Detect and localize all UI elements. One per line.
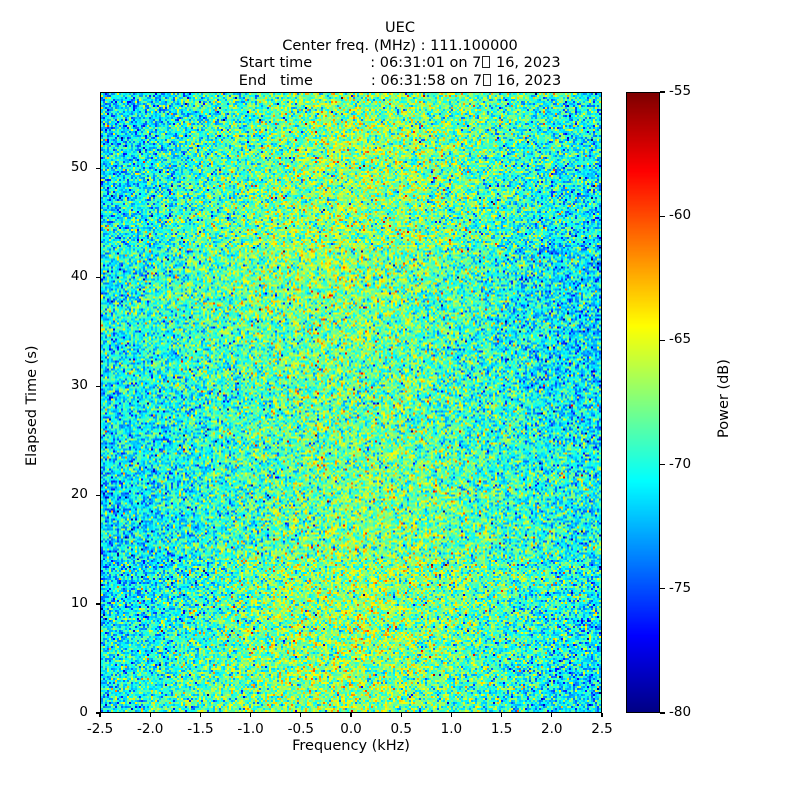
y-tick-label: 50 — [70, 159, 88, 176]
x-tick-mark — [551, 713, 553, 717]
colorbar — [626, 92, 660, 713]
y-tick-mark — [96, 712, 100, 714]
colorbar-tick-label: -65 — [669, 331, 692, 348]
x-tick-mark — [400, 713, 402, 717]
x-tick-mark — [99, 713, 101, 717]
start-time-prefix: Start time — [239, 55, 313, 71]
y-tick-label: 20 — [70, 486, 88, 503]
x-tick-label: 0.5 — [390, 721, 412, 737]
end-time-value: : 06:31:58 on 7 — [370, 72, 483, 89]
x-tick-label: 1.0 — [440, 721, 463, 737]
title-start-time: Start time : 06:31:01 on 7 16, 2023 — [0, 55, 800, 73]
start-time-value: : 06:31:01 on 7 — [370, 55, 482, 71]
title-end-time: End time : 06:31:58 on 7 16, 2023 — [0, 73, 800, 91]
y-axis-label: Elapsed Time (s) — [24, 345, 40, 466]
colorbar-tick-mark — [660, 588, 665, 590]
x-tick-label: 2.5 — [591, 721, 613, 737]
x-tick-mark — [250, 713, 252, 717]
y-tick-label: 0 — [79, 704, 88, 720]
y-tick-mark — [96, 385, 100, 387]
colorbar-tick-label: -70 — [669, 455, 692, 472]
title-center-freq: Center freq. (MHz) : 111.100000 — [282, 37, 518, 54]
x-tick-label: -1.0 — [237, 721, 264, 737]
y-tick-mark — [96, 603, 100, 605]
x-tick-mark — [199, 713, 201, 717]
x-tick-label: 2.0 — [541, 721, 563, 737]
x-tick-label: 0.0 — [340, 721, 362, 737]
x-tick-label: -2.5 — [86, 721, 114, 737]
x-tick-label: -2.0 — [137, 721, 164, 737]
colorbar-tick-label: -80 — [669, 704, 692, 720]
missing-glyph-icon — [482, 56, 491, 68]
colorbar-tick-label: -60 — [669, 207, 692, 224]
x-tick-label: -0.5 — [287, 721, 314, 737]
start-time-date: 16, 2023 — [491, 55, 561, 71]
title-station: UEC — [385, 20, 415, 36]
colorbar-tick-mark — [660, 339, 665, 341]
y-tick-label: 40 — [70, 268, 88, 285]
spectrogram-plot-area — [100, 92, 602, 713]
end-time-prefix: End time — [238, 72, 313, 89]
colorbar-tick-mark — [660, 215, 665, 217]
x-tick-mark — [601, 713, 603, 717]
y-tick-label: 10 — [70, 595, 88, 612]
x-tick-mark — [350, 713, 352, 717]
x-tick-mark — [149, 713, 151, 717]
end-time-date: 16, 2023 — [492, 72, 562, 89]
colorbar-tick-mark — [660, 712, 665, 714]
missing-glyph-icon — [483, 73, 492, 86]
x-tick-label: -1.5 — [187, 721, 214, 737]
x-tick-mark — [501, 713, 503, 717]
x-axis-label: Frequency (kHz) — [292, 738, 410, 754]
colorbar-tick-label: -55 — [669, 83, 692, 99]
x-tick-mark — [300, 713, 302, 717]
colorbar-tick-label: -75 — [669, 579, 692, 596]
colorbar-gradient — [627, 93, 659, 712]
colorbar-tick-mark — [660, 91, 665, 93]
y-tick-mark — [96, 276, 100, 278]
y-tick-mark — [96, 494, 100, 496]
colorbar-label: Power (dB) — [716, 359, 732, 438]
y-tick-mark — [96, 167, 100, 169]
colorbar-tick-mark — [660, 464, 665, 466]
figure-title: UEC Center freq. (MHz) : 111.100000 Star… — [0, 20, 800, 90]
x-tick-label: 1.5 — [490, 721, 513, 737]
x-tick-mark — [450, 713, 452, 717]
y-tick-label: 30 — [70, 377, 88, 394]
spectrogram-image — [101, 93, 601, 712]
